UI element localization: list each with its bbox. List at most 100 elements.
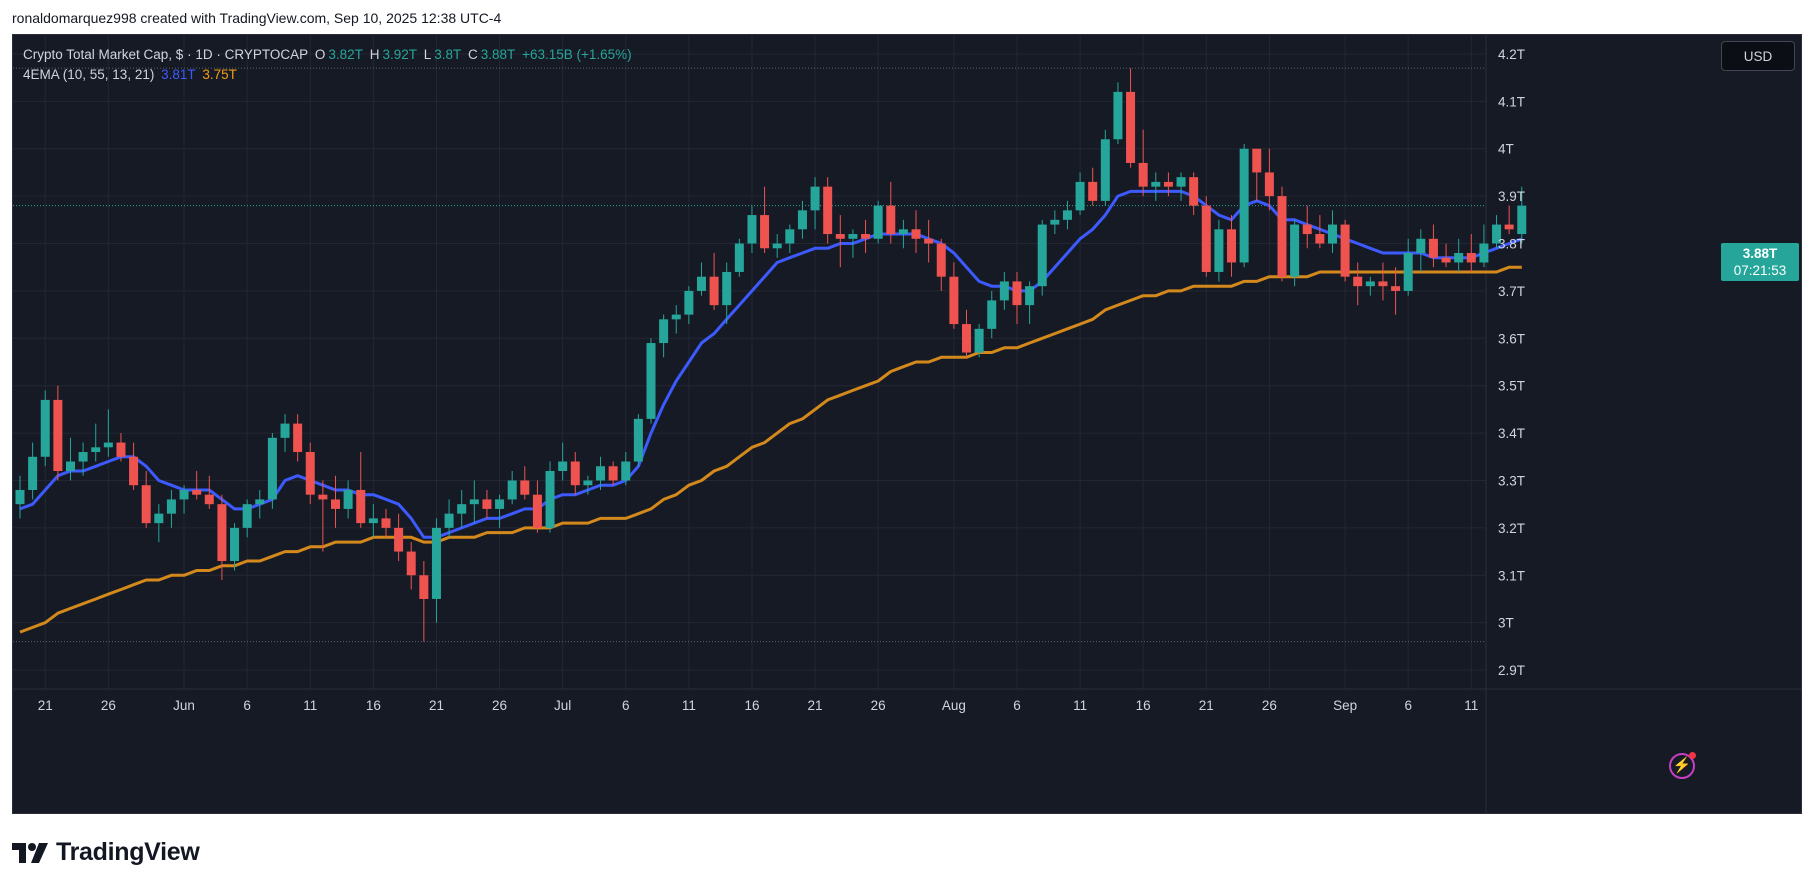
candle-body — [1290, 224, 1300, 277]
tradingview-wordmark: TradingView — [56, 838, 200, 866]
candle-body — [1391, 286, 1401, 291]
candle-body — [760, 215, 770, 249]
time-axis-label: 26 — [492, 698, 507, 713]
open-value: 3.82T — [328, 47, 363, 62]
candle-body — [179, 489, 189, 500]
candle-body — [482, 499, 492, 509]
notification-dot — [1689, 752, 1696, 759]
candle-body — [608, 466, 618, 481]
currency-button[interactable]: USD — [1721, 41, 1795, 71]
candle-body — [848, 234, 858, 239]
candle-body — [898, 229, 908, 235]
candle-body — [886, 205, 896, 235]
open-label: O — [314, 47, 326, 62]
candle-body — [1176, 177, 1186, 187]
indicator-label[interactable]: 4EMA (10, 55, 13, 21) — [23, 67, 155, 82]
candle-body — [1492, 224, 1502, 244]
candle-body — [116, 442, 126, 457]
chart-legend: Crypto Total Market Cap, $ · 1D · CRYPTO… — [23, 45, 635, 85]
time-axis-label: 6 — [1404, 698, 1412, 713]
candle-body — [1113, 91, 1123, 140]
candle-body — [1428, 238, 1438, 258]
candle-body — [65, 461, 75, 471]
candle-body — [722, 271, 732, 306]
candle-body — [659, 319, 669, 344]
candle-body — [1517, 205, 1527, 235]
candle-body — [318, 494, 328, 500]
close-label: C — [468, 47, 478, 62]
candle-body — [255, 499, 265, 505]
price-axis-label: 3.8T — [1498, 237, 1525, 252]
candle-body — [1088, 181, 1098, 201]
ema-slow-line — [19, 265, 1522, 634]
price-axis-label: 4.2T — [1498, 47, 1525, 62]
time-axis-label: 11 — [303, 698, 317, 713]
candle-body — [558, 461, 568, 471]
price-axis-label: 3.3T — [1498, 473, 1525, 488]
candle-body — [406, 551, 416, 576]
price-axis-label: 2.9T — [1498, 663, 1525, 678]
candle-body — [343, 489, 353, 509]
candle-body — [1189, 177, 1199, 206]
time-axis-label: 21 — [429, 698, 444, 713]
candle-body — [1353, 276, 1363, 287]
candle-body — [1264, 172, 1274, 197]
candle-body — [633, 418, 643, 462]
candle-body — [305, 452, 315, 495]
candle-body — [381, 518, 391, 528]
symbol-label[interactable]: Crypto Total Market Cap, $ · 1D · CRYPTO… — [23, 47, 309, 62]
candle-body — [974, 328, 984, 353]
candle-body — [1340, 224, 1350, 277]
candle-body — [1466, 253, 1476, 263]
tradingview-mark-icon — [12, 842, 48, 863]
price-axis-label: 4T — [1498, 142, 1514, 157]
candle-body — [1302, 224, 1312, 235]
candle-body — [204, 494, 214, 505]
time-axis-label: 26 — [101, 698, 116, 713]
candle-body — [962, 324, 971, 353]
candle-body — [457, 504, 467, 514]
candle-body — [15, 489, 25, 505]
candle-body — [1227, 229, 1237, 263]
time-axis-label: 21 — [38, 698, 53, 713]
candle-body — [861, 234, 871, 239]
time-axis-label: 16 — [366, 698, 381, 713]
candle-body — [671, 314, 681, 320]
price-axis-label: 3.7T — [1498, 284, 1525, 299]
time-axis-label: 6 — [622, 698, 630, 713]
candle-body — [166, 499, 176, 514]
candle-body — [696, 276, 706, 291]
candle-body — [242, 504, 252, 528]
candle-body — [1050, 219, 1060, 225]
candle-body — [1416, 238, 1426, 253]
time-axis-label: 21 — [1199, 698, 1214, 713]
candle-body — [444, 513, 454, 528]
high-label: H — [369, 47, 380, 62]
candle-body — [154, 513, 164, 524]
candle-body — [28, 456, 38, 490]
price-chart[interactable]: 2.9T 3T 3.1T 3.2T 3.3T 3.4T 3.5T 3.6T 3.7T 3.8T 3.… — [13, 35, 1802, 814]
candle-body — [368, 518, 378, 524]
change-value: +63.15B (+1.65%) — [522, 47, 632, 62]
candle-body — [431, 527, 441, 599]
time-axis-label: Jul — [554, 698, 571, 713]
time-axis-label: 26 — [871, 698, 886, 713]
ohlc-row: Crypto Total Market Cap, $ · 1D · CRYPTO… — [23, 45, 635, 65]
chart-panel[interactable]: 2.9T 3T 3.1T 3.2T 3.3T 3.4T 3.5T 3.6T 3.7T 3.8T 3.… — [12, 34, 1802, 814]
candle-body — [987, 300, 997, 329]
candle-body — [1277, 196, 1287, 277]
candle-body — [1327, 224, 1337, 244]
candle-body — [394, 527, 404, 552]
candle-body — [532, 494, 542, 528]
candle-body — [129, 456, 139, 486]
high-value: 3.92T — [382, 47, 417, 62]
candle-body — [1239, 148, 1249, 263]
low-value: 3.8T — [434, 47, 462, 62]
candle-body — [835, 234, 845, 239]
candle-body — [1315, 234, 1325, 244]
ema-slow-value: 3.75T — [202, 67, 237, 82]
candle-body — [267, 437, 277, 500]
candle-body — [583, 480, 593, 486]
lightning-icon[interactable]: ⚡ — [1669, 752, 1696, 779]
candle-body — [78, 452, 88, 462]
